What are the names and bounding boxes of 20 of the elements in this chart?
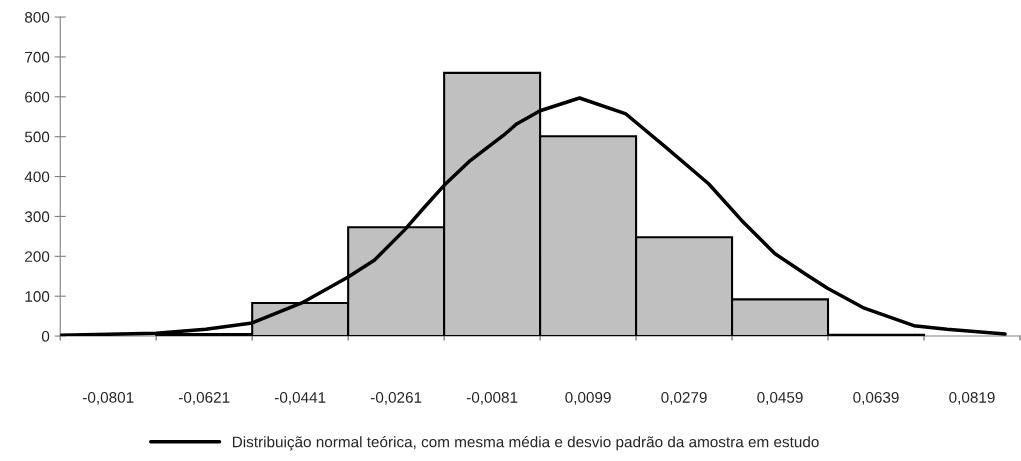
x-tick-label: 0,0099 [565,392,611,405]
x-tick-label: -0,0801 [83,392,134,405]
y-tick-label: 100 [25,291,50,302]
x-tick-label: -0,0621 [178,392,230,405]
y-tick-label: 700 [25,51,50,63]
y-tick-label: 800 [25,11,50,23]
y-tick-label: 300 [24,211,50,223]
x-tick-label: 0,0819 [949,392,995,405]
x-tick-label: 0,0459 [757,392,803,405]
x-tick-label: 0,0639 [853,392,899,405]
y-tick-label: 600 [25,91,50,103]
x-tick-label: -0,0261 [370,392,422,405]
x-tick-label: -0,0081 [466,392,518,405]
y-tick-label: 0 [41,330,50,342]
x-tick-label: 0,0279 [661,392,707,405]
y-tick-label: 200 [25,251,50,262]
legend-label: Distribuição normal teórica, com mesma média e desvio padrão da amostra em estudo [232,435,819,451]
y-tick-label: 400 [24,171,50,183]
x-tick-label: -0,0441 [274,392,326,405]
y-tick-label: 500 [24,131,50,143]
